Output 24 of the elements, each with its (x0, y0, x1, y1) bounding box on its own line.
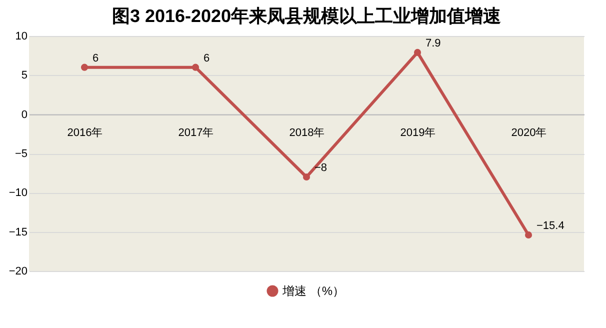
legend-label: 增速 （%） (282, 284, 345, 298)
y-tick-label: 5 (21, 70, 28, 82)
x-tick-label: 2017年 (178, 126, 214, 139)
chart-title: 图3 2016-2020年来凤县规模以上工业增加值增速 (112, 6, 502, 26)
y-tick-label: −5 (14, 148, 28, 160)
data-label: 6 (92, 52, 99, 64)
data-label: 6 (204, 52, 210, 64)
x-tick-label: 2020年 (511, 126, 547, 139)
x-tick-label: 2019年 (400, 126, 436, 139)
y-tick-label: 10 (15, 30, 28, 42)
x-tick-label: 2018年 (289, 126, 325, 139)
point (192, 64, 200, 71)
point (302, 173, 310, 181)
y-tick-label: −15 (8, 226, 28, 238)
point (80, 64, 88, 71)
data-label: −15.4 (536, 220, 564, 232)
x-tick-label: 2016年 (67, 126, 103, 139)
point (524, 231, 532, 238)
data-label: 7.9 (426, 37, 441, 50)
y-tick-label: −20 (8, 266, 28, 278)
y-tick-label: 0 (21, 108, 28, 121)
y-tick-label: −10 (8, 187, 28, 200)
data-label: −8 (314, 162, 328, 174)
point (414, 48, 422, 56)
